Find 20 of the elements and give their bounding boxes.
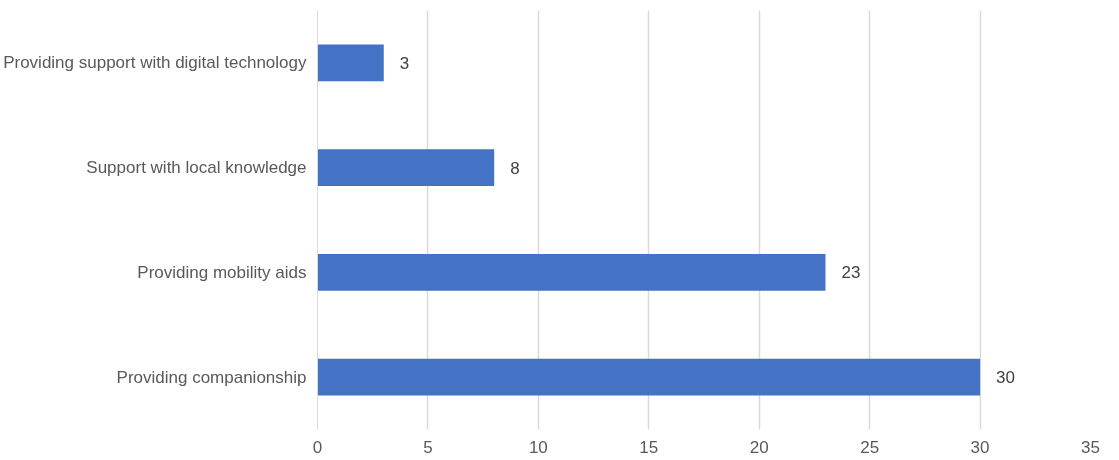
x-tick-label: 0 <box>312 437 323 457</box>
x-tick-label: 10 <box>528 437 548 457</box>
y-tick-label: Providing companionship <box>116 367 307 387</box>
y-tick-label: Support with local knowledge <box>86 158 307 178</box>
bar <box>317 44 384 82</box>
x-tick-label: 35 <box>1081 437 1100 457</box>
y-tick-label: Providing mobility aids <box>137 262 307 282</box>
data-label: 3 <box>399 53 410 73</box>
x-tick-label: 30 <box>970 437 990 457</box>
x-tick-label: 5 <box>423 437 433 457</box>
y-tick-label: Providing support with digital technology <box>3 53 307 73</box>
bar <box>317 358 981 396</box>
bar <box>317 254 826 291</box>
x-tick-label: 20 <box>749 437 769 457</box>
data-label: 23 <box>841 263 861 283</box>
x-tick-label: 15 <box>639 437 659 457</box>
data-label: 30 <box>996 368 1015 388</box>
data-label: 8 <box>510 158 520 178</box>
bar <box>317 149 495 186</box>
x-tick-label: 25 <box>860 437 880 457</box>
